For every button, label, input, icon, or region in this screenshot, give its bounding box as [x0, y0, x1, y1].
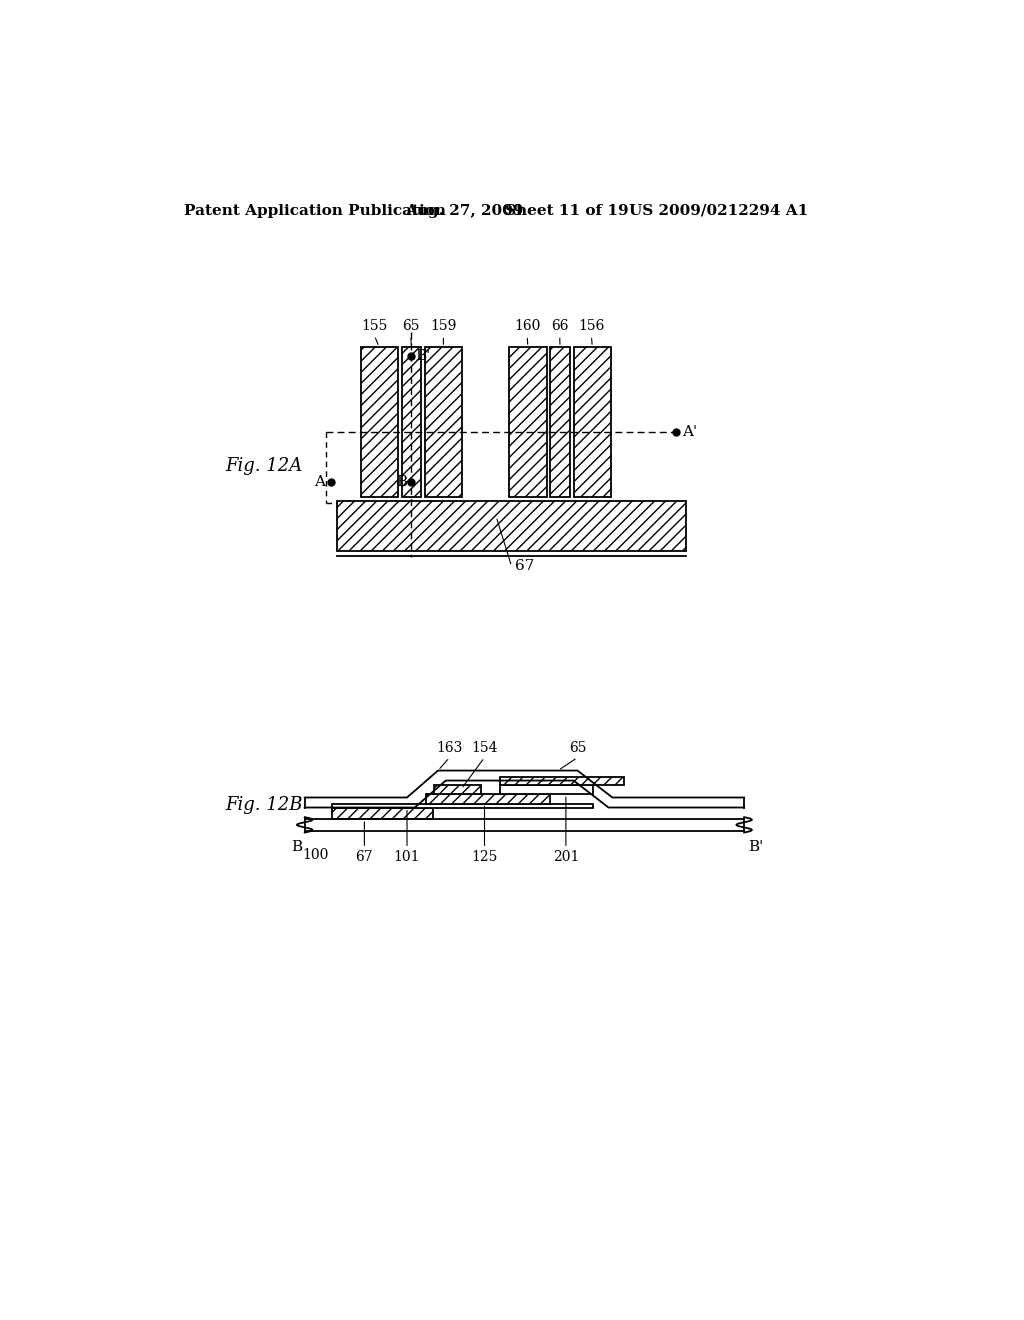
Text: 125: 125 [471, 850, 498, 863]
Text: 201: 201 [553, 850, 579, 863]
Text: Sheet 11 of 19: Sheet 11 of 19 [506, 203, 629, 218]
Bar [426, 795, 550, 804]
Text: 155: 155 [361, 319, 388, 333]
Text: B: B [291, 840, 302, 854]
Bar [573, 347, 611, 498]
Text: 100: 100 [302, 847, 329, 862]
Text: Fig. 12B: Fig. 12B [225, 796, 302, 814]
Bar [509, 347, 547, 498]
Text: 156: 156 [579, 319, 604, 333]
Bar [332, 808, 432, 818]
Text: Aug. 27, 2009: Aug. 27, 2009 [406, 203, 524, 218]
Bar [360, 347, 397, 498]
Text: 159: 159 [430, 319, 457, 333]
Text: B': B' [748, 840, 763, 854]
Text: Fig. 12A: Fig. 12A [225, 458, 302, 475]
Text: US 2009/0212294 A1: US 2009/0212294 A1 [630, 203, 809, 218]
Text: A': A' [682, 425, 697, 438]
Text: A: A [313, 475, 325, 488]
Text: 66: 66 [551, 319, 568, 333]
Bar [550, 347, 569, 498]
Text: 65: 65 [402, 319, 420, 333]
Bar [425, 347, 462, 498]
Text: 65: 65 [568, 741, 587, 755]
Text: 163: 163 [436, 741, 463, 755]
Text: B: B [396, 475, 407, 488]
Text: 67: 67 [355, 850, 373, 863]
Bar [337, 502, 686, 552]
Text: Patent Application Publication: Patent Application Publication [183, 203, 445, 218]
Bar [500, 776, 624, 785]
Bar [500, 785, 593, 795]
Text: 154: 154 [471, 741, 498, 755]
Bar [434, 785, 480, 795]
Text: 160: 160 [514, 319, 541, 333]
Bar [401, 347, 421, 498]
Bar [332, 804, 593, 808]
Text: 101: 101 [394, 850, 420, 863]
Text: B': B' [415, 350, 430, 363]
Text: 67: 67 [515, 560, 535, 573]
